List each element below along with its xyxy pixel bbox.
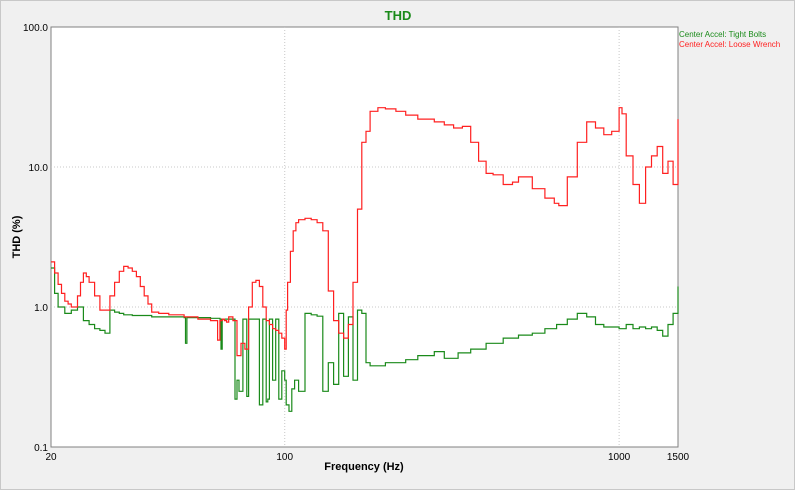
tick-labels: 20 100 1000 1500 0.1 1.0 10.0 100.0 [23, 23, 690, 463]
y-tick-label: 1.0 [34, 303, 48, 314]
y-tick-label: 0.1 [34, 443, 48, 454]
plot-area [50, 26, 679, 448]
chart-title: THD [385, 8, 412, 23]
x-tick-label: 1500 [667, 452, 690, 463]
x-axis-title: Frequency (Hz) [324, 461, 404, 473]
y-tick-label: 100.0 [23, 23, 48, 34]
x-tick-label: 20 [45, 452, 57, 463]
x-tick-label: 100 [276, 452, 293, 463]
legend-entry-2: Center Accel: Loose Wrench [679, 40, 780, 49]
y-tick-label: 10.0 [29, 163, 49, 174]
x-tick-label: 1000 [608, 452, 631, 463]
y-axis-title: THD (%) [11, 215, 23, 258]
grid-lines [51, 27, 678, 447]
series-lines [51, 107, 679, 412]
legend-entry-1: Center Accel: Tight Bolts [679, 30, 766, 39]
series-line-2 [51, 107, 679, 357]
series-line-1 [51, 267, 679, 412]
